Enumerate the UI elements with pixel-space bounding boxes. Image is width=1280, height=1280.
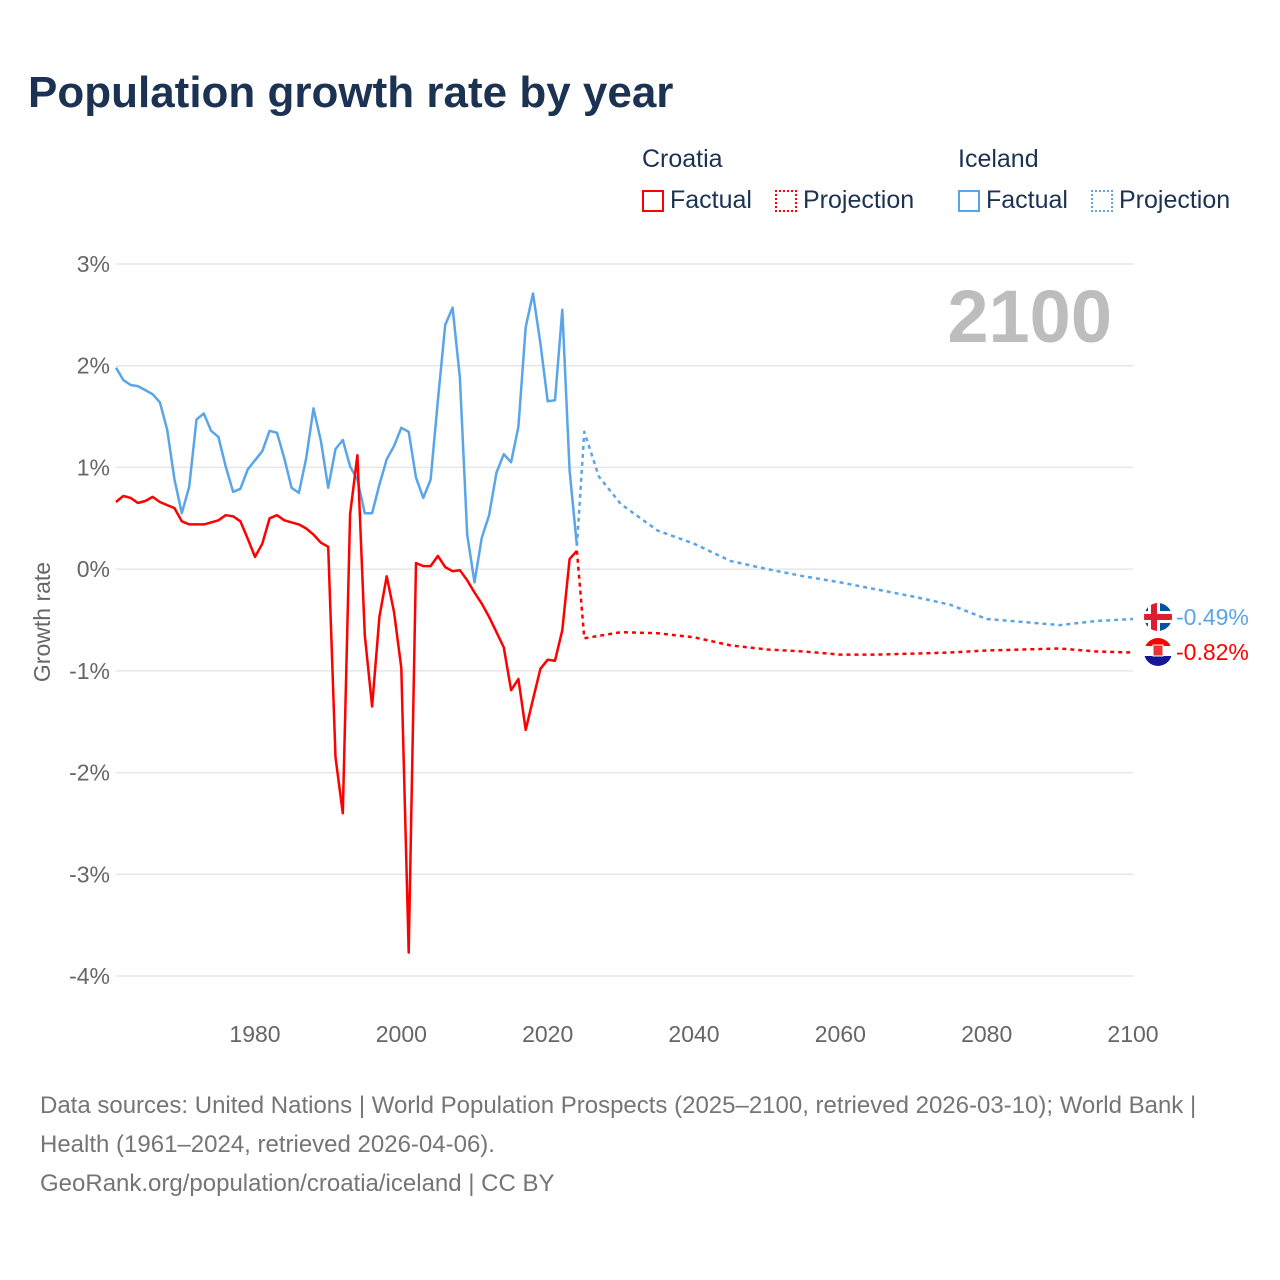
legend-swatch-dotted <box>775 189 797 212</box>
croatia-flag-icon <box>1144 638 1172 666</box>
year-label: 2100 <box>947 275 1112 358</box>
legend-label: Projection <box>803 186 915 214</box>
legend-iceland-projection[interactable]: Projection <box>1091 186 1230 215</box>
source-link[interactable]: GeoRank.org/population/croatia/iceland |… <box>40 1170 555 1197</box>
source-note: Data sources: United Nations | World Pop… <box>40 1086 1240 1203</box>
y-axis-label: Growth rate <box>29 562 55 682</box>
x-tick-label: 2100 <box>1107 1021 1158 1047</box>
iceland-end-label: -0.49% <box>1176 604 1249 630</box>
source-line: Data sources: United Nations | World Pop… <box>40 1092 1197 1158</box>
x-tick-label: 1980 <box>229 1021 280 1047</box>
legend-label: Projection <box>1119 186 1231 214</box>
x-tick-label: 2080 <box>961 1021 1012 1047</box>
legend-label: Factual <box>986 186 1068 214</box>
legend-croatia-factual[interactable]: Factual <box>642 186 752 215</box>
x-tick-label: 2060 <box>815 1021 866 1047</box>
x-tick-label: 2020 <box>522 1021 573 1047</box>
chart-title: Population growth rate by year <box>28 68 674 117</box>
legend-swatch-solid <box>958 189 980 212</box>
series-line-iceland-projection <box>575 430 1134 627</box>
legend-label: Factual <box>670 186 752 214</box>
y-tick-label: 3% <box>77 251 110 277</box>
y-tick-label: -2% <box>69 760 110 786</box>
x-tick-label: 2000 <box>376 1021 427 1047</box>
legend-croatia-projection[interactable]: Projection <box>775 186 914 215</box>
y-tick-label: -4% <box>69 963 110 989</box>
y-tick-label: 2% <box>77 353 110 379</box>
y-tick-label: -3% <box>69 861 110 887</box>
series-line-iceland-factual <box>114 292 579 584</box>
legend-group-iceland: Iceland <box>958 145 1039 173</box>
y-tick-label: 0% <box>77 556 110 582</box>
legend-iceland-factual[interactable]: Factual <box>958 186 1068 215</box>
series-line-croatia-projection <box>575 550 1134 656</box>
legend-swatch-solid <box>642 189 664 212</box>
x-tick-label: 2040 <box>668 1021 719 1047</box>
croatia-end-label: -0.82% <box>1176 639 1249 665</box>
legend-swatch-dotted <box>1091 189 1113 212</box>
iceland-flag-icon <box>1144 603 1172 631</box>
series-line-croatia-factual <box>115 453 578 954</box>
legend-group-croatia: Croatia <box>642 145 723 173</box>
y-tick-label: 1% <box>77 454 110 480</box>
y-tick-label: -1% <box>69 658 110 684</box>
